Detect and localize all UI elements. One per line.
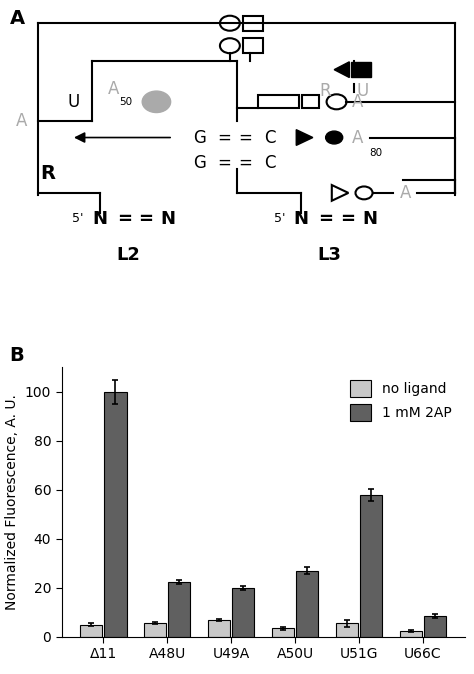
Text: U: U xyxy=(67,93,80,111)
Text: =: = xyxy=(340,210,355,228)
Bar xyxy=(144,623,166,637)
Text: C: C xyxy=(264,129,276,146)
Text: G: G xyxy=(192,129,206,146)
Polygon shape xyxy=(296,129,313,146)
Text: B: B xyxy=(9,346,24,365)
Bar xyxy=(243,16,263,31)
Bar xyxy=(302,96,319,109)
Text: N: N xyxy=(92,210,107,228)
Text: A: A xyxy=(16,113,27,131)
Text: A: A xyxy=(9,9,25,28)
Bar xyxy=(360,495,383,637)
Y-axis label: Normalized Fluorescence, A. U.: Normalized Fluorescence, A. U. xyxy=(5,394,19,610)
Bar xyxy=(424,616,447,637)
Text: L2: L2 xyxy=(116,247,140,264)
Text: =: = xyxy=(318,210,333,228)
Text: =: = xyxy=(217,154,231,172)
Text: R: R xyxy=(40,164,55,183)
Bar xyxy=(351,62,371,77)
Text: N: N xyxy=(161,210,176,228)
Bar xyxy=(258,96,299,109)
Text: =: = xyxy=(238,129,253,146)
Bar xyxy=(168,582,191,637)
Bar xyxy=(80,625,102,637)
Legend: no ligand, 1 mM 2AP: no ligand, 1 mM 2AP xyxy=(345,374,457,426)
Bar xyxy=(104,392,127,637)
Polygon shape xyxy=(332,185,348,201)
Bar xyxy=(272,628,294,637)
Text: A: A xyxy=(352,129,364,146)
Text: A: A xyxy=(108,80,119,98)
Text: 5': 5' xyxy=(274,212,285,225)
Bar xyxy=(208,620,230,637)
Text: A: A xyxy=(400,184,411,202)
Bar xyxy=(243,38,263,53)
Text: N: N xyxy=(362,210,377,228)
Text: C: C xyxy=(264,154,276,172)
Text: 80: 80 xyxy=(370,148,383,158)
Polygon shape xyxy=(334,62,349,78)
Text: A: A xyxy=(352,93,364,111)
Text: 5': 5' xyxy=(73,212,84,225)
Text: =: = xyxy=(238,154,253,172)
Bar xyxy=(336,623,358,637)
Text: L3: L3 xyxy=(318,247,341,264)
Text: =: = xyxy=(217,129,231,146)
Circle shape xyxy=(142,91,171,113)
Text: U: U xyxy=(356,82,369,100)
Text: G: G xyxy=(192,154,206,172)
Bar xyxy=(296,571,319,637)
Bar xyxy=(400,631,422,637)
Text: 50: 50 xyxy=(119,97,132,107)
Bar xyxy=(232,588,255,637)
Text: N: N xyxy=(293,210,309,228)
Text: R: R xyxy=(319,82,330,100)
Text: =: = xyxy=(138,210,154,228)
Circle shape xyxy=(356,187,373,200)
Text: =: = xyxy=(117,210,132,228)
Circle shape xyxy=(326,131,343,144)
